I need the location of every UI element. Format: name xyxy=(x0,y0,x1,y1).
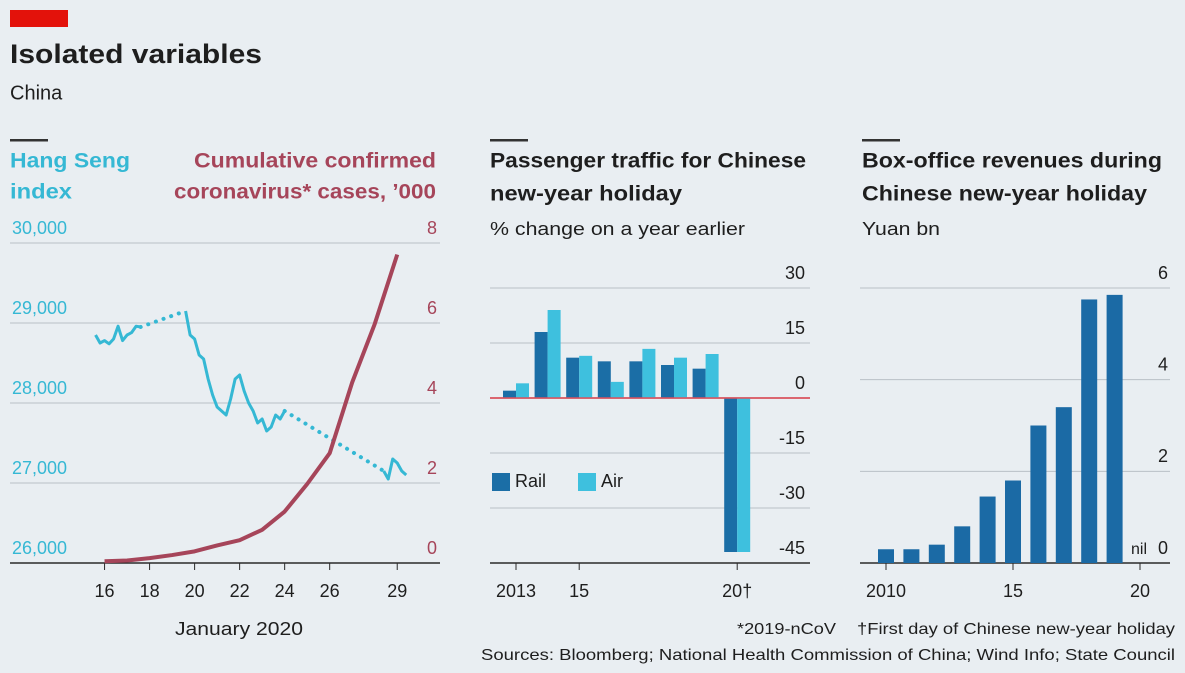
panel-rule xyxy=(862,139,900,142)
x-tick-label: 20 xyxy=(185,581,205,601)
y-tick-label: 0 xyxy=(795,373,805,393)
bar xyxy=(674,357,687,398)
bar xyxy=(579,355,593,398)
y-tick-label: 0 xyxy=(427,538,437,558)
bar xyxy=(1106,294,1123,563)
x-tick-label: 18 xyxy=(140,581,160,601)
bar xyxy=(954,526,971,563)
y-tick-label: -15 xyxy=(779,428,805,448)
y-axis-label: Hang Seng xyxy=(10,150,130,173)
x-axis-label: January 2020 xyxy=(175,619,303,639)
x-tick-label: 26 xyxy=(320,581,340,601)
bar xyxy=(928,544,945,563)
bar xyxy=(534,332,548,398)
bar xyxy=(516,383,529,398)
panel-title: new-year holiday xyxy=(490,183,682,206)
bar xyxy=(566,357,580,398)
x-tick-label: 20† xyxy=(722,581,752,601)
y-tick-label: -30 xyxy=(779,483,805,503)
bar xyxy=(597,361,611,398)
y-tick-label: 4 xyxy=(427,378,437,398)
bar xyxy=(503,390,516,398)
x-tick-label: 29 xyxy=(387,581,407,601)
panel-title: Box-office revenues during xyxy=(862,150,1162,173)
bar xyxy=(979,496,996,563)
panel-rule xyxy=(10,139,48,142)
y-tick-label: 30 xyxy=(785,263,805,283)
bar xyxy=(1030,425,1047,563)
x-tick-label: 15 xyxy=(569,581,589,601)
y-tick-label: -45 xyxy=(779,538,805,558)
panel-title: Chinese new-year holiday xyxy=(862,183,1147,206)
bar xyxy=(724,398,738,552)
panel-subtitle: Yuan bn xyxy=(862,219,940,239)
bar xyxy=(878,549,894,563)
panel-rule xyxy=(490,139,528,142)
bar xyxy=(705,354,719,398)
y-tick-label: 27,000 xyxy=(12,458,67,478)
x-tick-label: 22 xyxy=(230,581,250,601)
x-tick-label: 15 xyxy=(1003,581,1023,601)
y-tick-label: 15 xyxy=(785,318,805,338)
footnote: †First day of Chinese new-year holiday xyxy=(857,621,1175,638)
bar xyxy=(1005,480,1021,563)
y-tick-label: 26,000 xyxy=(12,538,67,558)
chart-subtitle: China xyxy=(10,82,63,104)
series-line xyxy=(94,310,408,481)
sources: Sources: Bloomberg; National Health Comm… xyxy=(481,647,1175,664)
x-tick-label: 2013 xyxy=(496,581,536,601)
y-tick-label: 2 xyxy=(1158,446,1168,466)
bar xyxy=(610,381,624,398)
y-tick-label: 4 xyxy=(1158,354,1168,374)
y-tick-label: 6 xyxy=(1158,263,1168,283)
bar xyxy=(629,361,643,398)
footnote: *2019-nCoV xyxy=(737,621,836,638)
bar xyxy=(692,368,706,398)
legend-label: Rail xyxy=(515,471,546,491)
y-tick-label: 30,000 xyxy=(12,218,67,238)
x-tick-label: 16 xyxy=(95,581,115,601)
y-tick-label: 29,000 xyxy=(12,298,67,318)
y-axis-label: index xyxy=(10,181,72,204)
x-tick-label: 20 xyxy=(1130,581,1150,601)
y2-axis-label: coronavirus* cases, ’000 xyxy=(174,181,436,204)
y-tick-label: 2 xyxy=(427,458,437,478)
x-tick-label: 24 xyxy=(275,581,295,601)
y-tick-label: 6 xyxy=(427,298,437,318)
y-tick-label: 8 xyxy=(427,218,437,238)
bar xyxy=(547,310,561,398)
legend-swatch xyxy=(578,473,596,491)
y-tick-label: 28,000 xyxy=(12,378,67,398)
brand-tag xyxy=(10,10,68,27)
panel-title: Passenger traffic for Chinese xyxy=(490,150,806,173)
x-tick-label: 2010 xyxy=(866,581,906,601)
panel-subtitle: % change on a year earlier xyxy=(490,219,745,239)
bar xyxy=(1081,299,1098,563)
legend-swatch xyxy=(492,473,510,491)
bar xyxy=(737,398,751,552)
annotation: nil xyxy=(1131,541,1147,558)
bar xyxy=(1055,407,1072,563)
y2-axis-label: Cumulative confirmed xyxy=(194,150,436,173)
bar xyxy=(642,348,656,398)
legend-label: Air xyxy=(601,471,623,491)
bar xyxy=(903,549,920,563)
bar xyxy=(661,365,674,398)
series-line xyxy=(104,253,400,564)
chart-title: Isolated variables xyxy=(10,39,262,69)
gap-connector xyxy=(138,309,188,329)
y-tick-label: 0 xyxy=(1158,538,1168,558)
